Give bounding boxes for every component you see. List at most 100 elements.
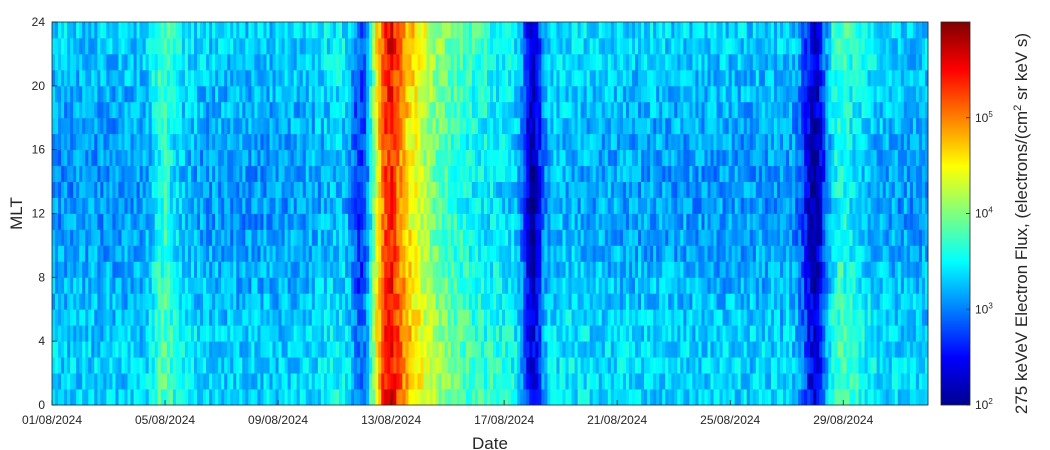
heatmap-cell [526,389,530,406]
heatmap-cell [631,85,636,103]
heatmap-cell [477,165,482,182]
heatmap-cell [453,245,458,262]
heatmap-cell [91,69,95,87]
heatmap-cell [462,181,467,198]
heatmap-cell [351,53,355,71]
heatmap-cell [345,261,349,278]
heatmap-cell [668,69,672,87]
heatmap-cell [106,22,110,39]
heatmap-cell [311,197,316,214]
heatmap-cell [100,245,104,262]
heatmap-cell [293,389,298,406]
heatmap-cell [556,309,560,326]
heatmap-cell [514,101,518,119]
heatmap-cell [514,85,518,103]
heatmap-cell [245,85,249,103]
heatmap-cell [550,69,554,87]
heatmap-cell [583,261,588,278]
heatmap-cell [363,117,367,135]
heatmap-cell [221,357,225,374]
heatmap-cell [269,245,273,262]
heatmap-cell [613,325,618,342]
heatmap-cell [662,181,666,198]
heatmap-cell [351,357,355,374]
heatmap-cell [490,341,494,358]
heatmap-cell [76,53,80,71]
heatmap-cell [583,149,588,167]
heatmap-cell [574,181,578,198]
heatmap-cell [496,37,500,55]
heatmap-cell [118,213,122,230]
heatmap-cell [538,133,542,151]
heatmap-cell [450,261,455,278]
heatmap-cell [366,325,370,342]
heatmap-cell [109,69,113,87]
heatmap-cell [486,165,491,182]
heatmap-cell [67,37,71,55]
heatmap-cell [58,37,62,55]
heatmap-cell [248,165,252,182]
heatmap-cell [70,341,74,358]
heatmap-cell [254,229,258,246]
heatmap-cell [184,37,189,55]
heatmap-cell [580,22,585,39]
heatmap-cell [323,373,328,390]
heatmap-cell [196,229,201,246]
heatmap-cell [496,213,500,230]
heatmap-cell [148,22,153,39]
heatmap-cell [399,325,403,342]
heatmap-cell [638,133,642,151]
heatmap-cell [160,197,165,214]
heatmap-cell [644,341,648,358]
heatmap-cell [94,389,98,406]
heatmap-cell [112,213,116,230]
heatmap-cell [73,309,77,326]
heatmap-cell [390,133,394,151]
heatmap-cell [190,181,195,198]
heatmap-cell [82,309,86,326]
heatmap-cell [631,53,636,71]
heatmap-cell [363,181,367,198]
heatmap-cell [145,133,150,151]
heatmap-cell [172,341,177,358]
heatmap-cell [341,325,346,342]
heatmap-cell [151,101,156,119]
heatmap-cell [562,341,566,358]
heatmap-cell [366,293,370,310]
heatmap-cell [402,101,406,119]
heatmap-cell [414,373,418,390]
heatmap-cell [435,101,440,119]
heatmap-cell [196,197,201,214]
heatmap-cell [290,373,295,390]
heatmap-cell [556,325,560,342]
heatmap-cell [103,341,107,358]
heatmap-cell [100,85,104,103]
heatmap-cell [345,197,349,214]
heatmap-cell [538,229,542,246]
heatmap-cell [178,22,183,39]
heatmap-cell [245,117,249,135]
heatmap-cell [562,69,566,87]
heatmap-cell [456,85,461,103]
heatmap-cell [100,357,104,374]
heatmap-cell [420,197,424,214]
heatmap-cell [82,85,86,103]
heatmap-cell [67,229,71,246]
heatmap-cell [163,69,168,87]
heatmap-cell [187,53,192,71]
heatmap-cell [100,165,104,182]
heatmap-cell [260,293,264,310]
heatmap-cell [550,133,554,151]
heatmap-cell [345,373,349,390]
heatmap-cell [227,165,231,182]
heatmap-cell [130,197,134,214]
heatmap-cell [233,37,237,55]
heatmap-cell [287,277,292,294]
heatmap-cell [414,341,418,358]
heatmap-cell [520,133,524,151]
heatmap-cell [553,37,557,55]
heatmap-cell [305,277,310,294]
heatmap-cell [598,181,603,198]
heatmap-cell [178,197,183,214]
heatmap-cell [311,293,316,310]
